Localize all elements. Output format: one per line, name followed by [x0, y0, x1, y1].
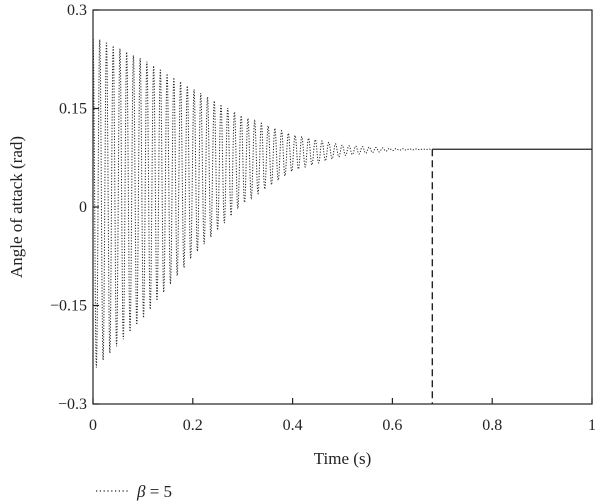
data-layer: [92, 36, 592, 404]
ticks-layer: 0 0.2 0.4 0.6 0.8 1 −0.3 −0.15 0 0.15 0.3: [50, 2, 596, 434]
legend-label: β = 5: [136, 482, 172, 501]
legend-value: = 5: [145, 482, 172, 501]
x-tick-label: 1: [588, 417, 596, 434]
x-tick-label: 0.6: [382, 417, 402, 434]
plot-frame: [92, 9, 593, 405]
series-beta-5-oscillation: [92, 36, 433, 368]
x-axis-title: Time (s): [314, 449, 371, 468]
y-axis-title: Angle of attack (rad): [7, 136, 26, 278]
y-tick-label: 0.3: [67, 2, 87, 19]
y-tick-label: 0: [79, 199, 87, 216]
y-tick-label: −0.15: [50, 298, 87, 315]
legend-symbol: β: [136, 482, 146, 501]
x-tick-label: 0.2: [183, 417, 203, 434]
legend: β = 5: [96, 482, 172, 501]
y-tick-label: 0.15: [59, 101, 87, 118]
x-tick-label: 0.4: [283, 417, 303, 434]
x-tick-label: 0.8: [482, 417, 502, 434]
y-tick-label: −0.3: [58, 396, 87, 413]
x-tick-label: 0: [89, 417, 97, 434]
